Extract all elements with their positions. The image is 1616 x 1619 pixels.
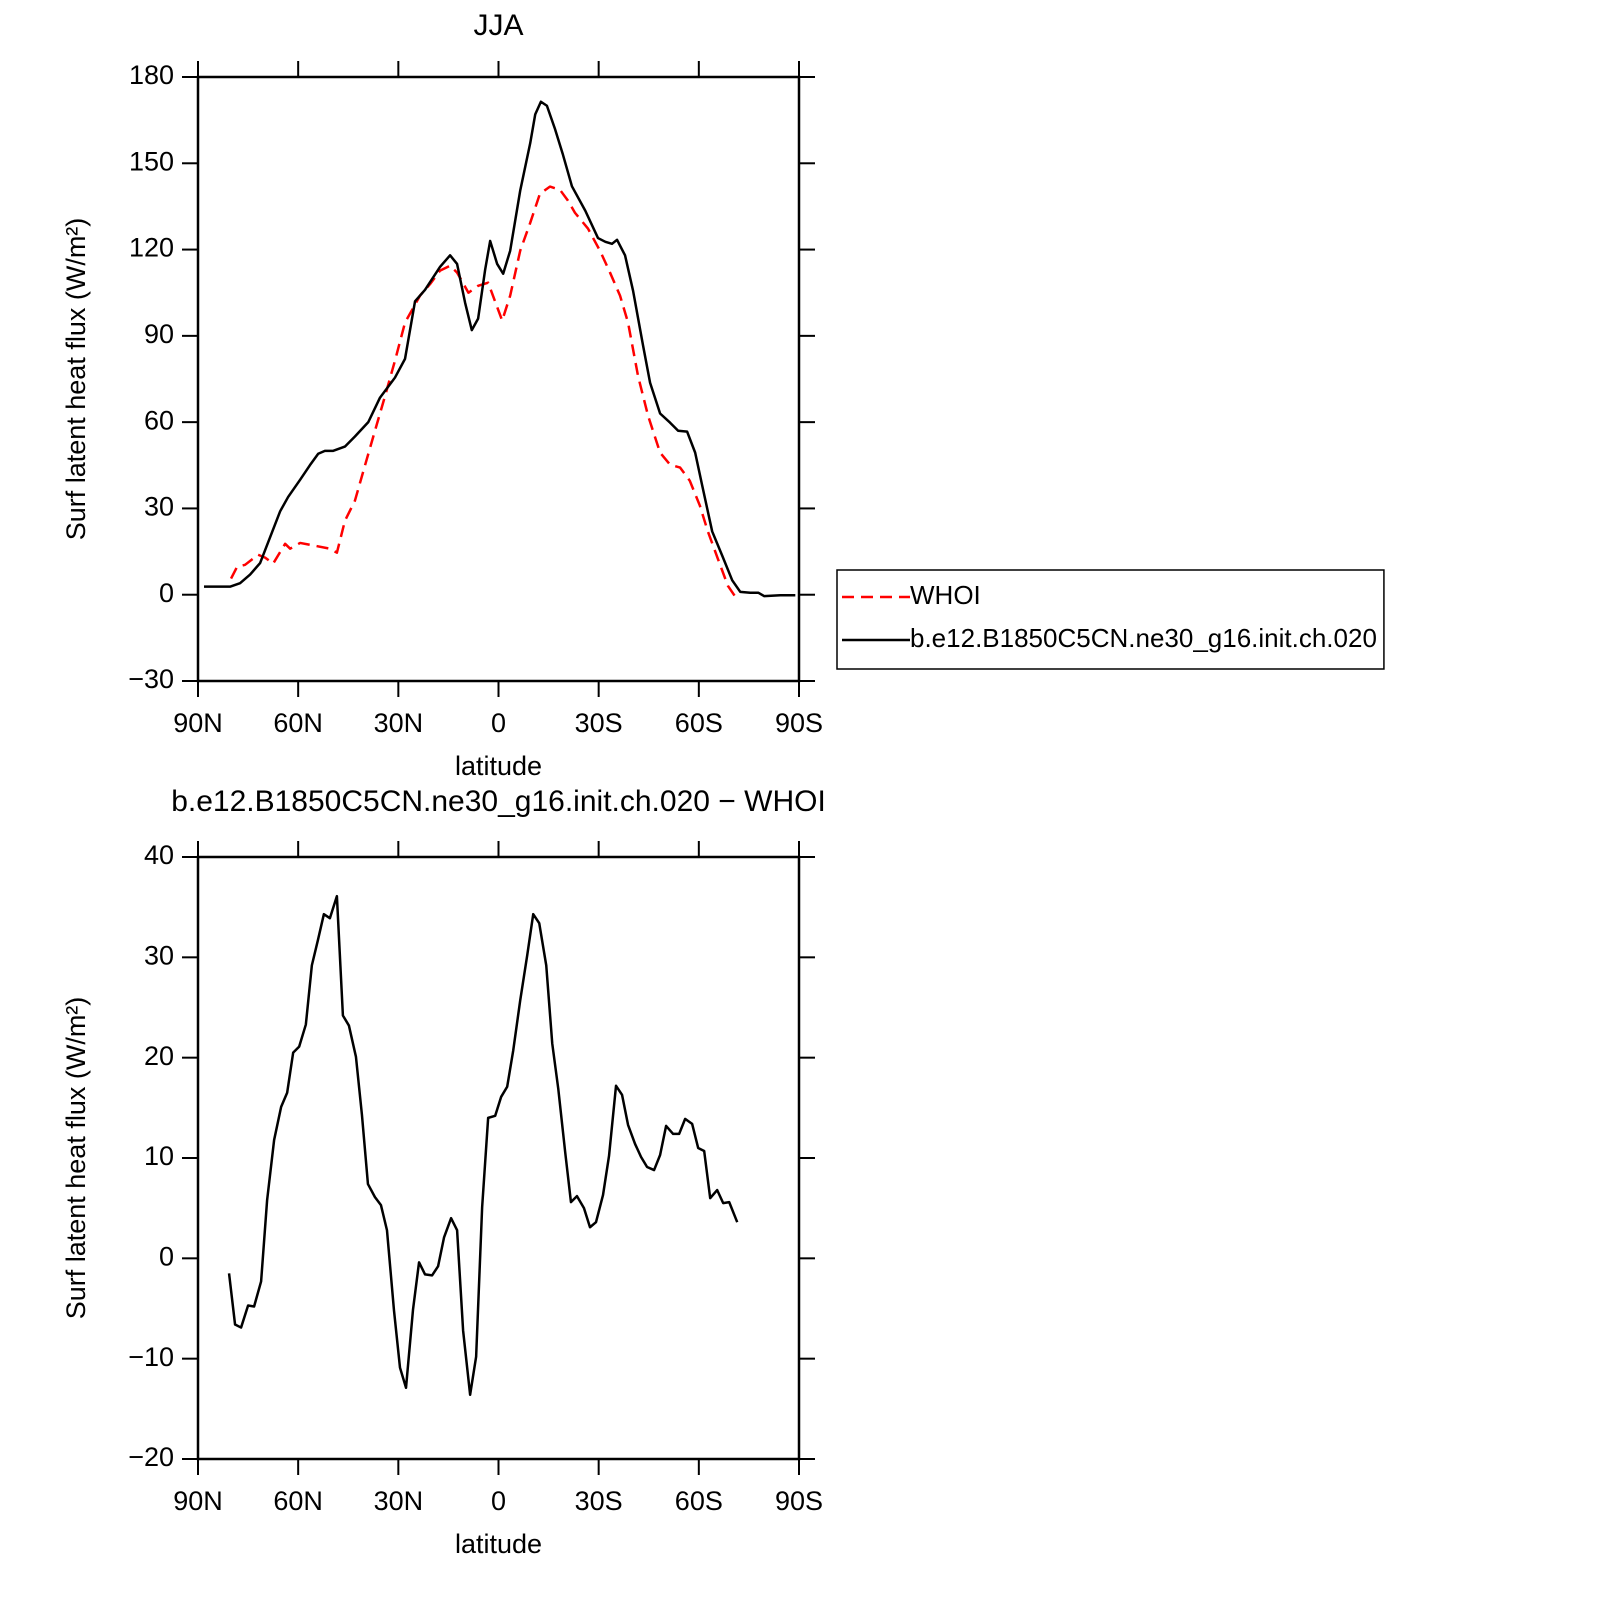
y-tick-label: 120 <box>129 233 174 263</box>
y-tick-label: 20 <box>144 1041 174 1071</box>
x-axis-label: latitude <box>455 751 542 781</box>
data-line <box>229 185 739 602</box>
x-axis-label: latitude <box>455 1529 542 1559</box>
y-tick-label: 0 <box>159 1241 174 1271</box>
y-tick-label: 30 <box>144 492 174 522</box>
x-tick-label: 60S <box>675 1486 723 1516</box>
x-tick-label: 30S <box>575 708 623 738</box>
plot-frame <box>196 75 801 683</box>
legend-label: b.e12.B1850C5CN.ne30_g16.init.ch.020 <box>910 623 1377 653</box>
y-tick-label: 10 <box>144 1141 174 1171</box>
x-tick-label: 30N <box>374 708 424 738</box>
y-tick-label: 30 <box>144 940 174 970</box>
data-line <box>227 894 739 1397</box>
x-tick-label: 90N <box>173 708 223 738</box>
y-tick-label: 0 <box>159 578 174 608</box>
y-tick-label: 90 <box>144 319 174 349</box>
legend-label: WHOI <box>910 580 981 610</box>
y-tick-label: −10 <box>128 1342 174 1372</box>
y-axis-label: Surf latent heat flux (W/m²) <box>61 218 91 541</box>
x-tick-label: 0 <box>491 1486 506 1516</box>
x-tick-label: 90S <box>775 708 823 738</box>
x-tick-label: 60S <box>675 708 723 738</box>
x-tick-label: 30S <box>575 1486 623 1516</box>
legend: WHOI b.e12.B1850C5CN.ne30_g16.init.ch.020 <box>836 569 1385 670</box>
y-tick-label: 150 <box>129 146 174 176</box>
y-tick-label: 60 <box>144 405 174 435</box>
chart-title: b.e12.B1850C5CN.ne30_g16.init.ch.020 − W… <box>171 785 826 818</box>
x-tick-label: 90N <box>173 1486 223 1516</box>
x-tick-label: 0 <box>491 708 506 738</box>
x-tick-label: 60N <box>273 708 323 738</box>
y-tick-label: 40 <box>144 840 174 870</box>
y-tick-label: −30 <box>128 664 174 694</box>
y-tick-label: 180 <box>129 60 174 90</box>
x-tick-label: 60N <box>273 1486 323 1516</box>
y-tick-label: −20 <box>128 1442 174 1472</box>
x-tick-label: 90S <box>775 1486 823 1516</box>
chart-title: JJA <box>473 9 523 42</box>
legend-frame <box>836 569 1385 670</box>
data-line <box>204 100 796 598</box>
plot-frame <box>196 855 801 1461</box>
y-axis-label: Surf latent heat flux (W/m²) <box>61 997 91 1320</box>
x-tick-label: 30N <box>374 1486 424 1516</box>
